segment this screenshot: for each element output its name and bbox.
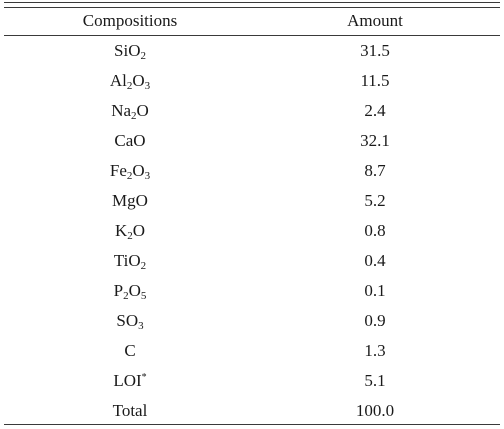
amount-cell: 8.7 (364, 161, 386, 180)
composition-cell: Al2O3 (109, 71, 151, 92)
header-top-rule (4, 7, 500, 8)
amount-cell: 0.4 (364, 251, 386, 270)
amount-cell: 0.9 (364, 311, 386, 330)
composition-cell: LOI* (113, 371, 147, 390)
table-row: K2O 0.8 (4, 216, 500, 246)
header-amount: Amount (347, 11, 403, 30)
table-header: Compositions Amount (4, 7, 500, 35)
table-row: P2O5 0.1 (4, 276, 500, 306)
table-row: Fe2O3 8.7 (4, 156, 500, 186)
amount-cell: 32.1 (360, 131, 390, 150)
table-row: MgO 5.2 (4, 186, 500, 216)
table-row: SO3 0.9 (4, 306, 500, 336)
table-row: C 1.3 (4, 336, 500, 366)
amount-cell: 0.8 (364, 221, 386, 240)
composition-cell: Fe2O3 (109, 161, 151, 182)
table-row: Na2O 2.4 (4, 96, 500, 126)
table-row: LOI* 5.1 (4, 366, 500, 396)
table-row: CaO 32.1 (4, 126, 500, 156)
table-row: TiO2 0.4 (4, 246, 500, 276)
amount-cell: 11.5 (360, 71, 390, 90)
composition-cell: MgO (112, 191, 148, 210)
composition-cell: P2O5 (113, 281, 147, 302)
composition-cell: K2O (114, 221, 146, 242)
header-compositions: Compositions (82, 11, 178, 30)
composition-cell: Na2O (111, 101, 149, 122)
composition-cell: C (124, 341, 136, 360)
composition-cell: SiO2 (114, 41, 146, 62)
table-row: SiO2 31.5 (4, 36, 500, 66)
amount-cell: 31.5 (360, 41, 390, 60)
amount-cell: 2.4 (364, 101, 386, 120)
composition-cell: CaO (114, 131, 146, 150)
table-row: Total 100.0 (4, 396, 500, 426)
amount-cell: 100.0 (355, 401, 395, 420)
composition-cell: Total (112, 401, 148, 420)
amount-cell: 1.3 (364, 341, 386, 360)
amount-cell: 0.1 (364, 281, 386, 300)
composition-cell: TiO2 (113, 251, 147, 272)
header-bottom-rule (4, 35, 500, 36)
composition-cell: SO3 (116, 311, 144, 332)
amount-cell: 5.1 (364, 371, 386, 390)
table-row: Al2O3 11.5 (4, 66, 500, 96)
amount-cell: 5.2 (364, 191, 386, 210)
top-rule (4, 2, 500, 3)
bottom-rule (4, 424, 500, 425)
